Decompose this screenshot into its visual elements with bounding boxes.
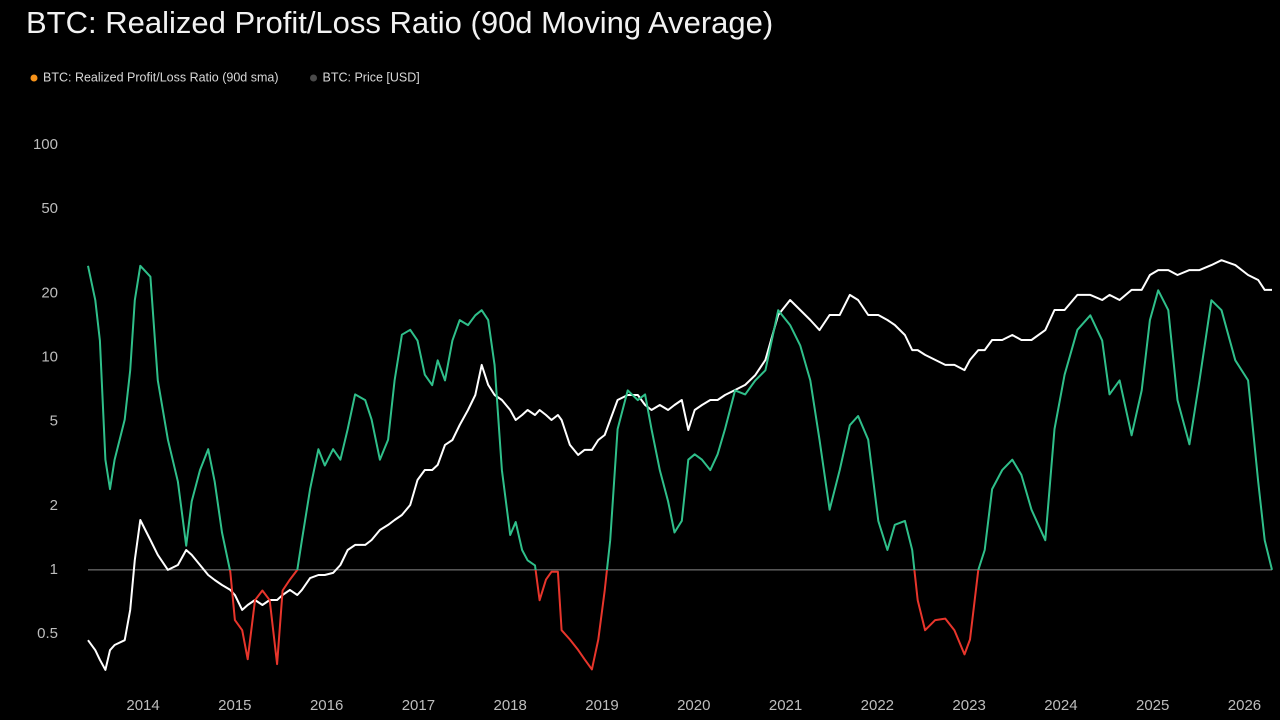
y-tick-label: 2 — [50, 497, 58, 514]
y-tick-label: 5 — [50, 412, 58, 429]
price-line — [87, 259, 1272, 671]
legend-marker — [30, 74, 38, 82]
y-tick-label: 100 — [33, 136, 58, 153]
x-tick-label: 2014 — [126, 697, 159, 714]
y-tick-label: 1 — [50, 561, 58, 578]
legend-label: BTC: Realized Profit/Loss Ratio (90d sma… — [43, 70, 279, 84]
x-tick-label: 2018 — [494, 697, 527, 714]
legend-marker — [310, 74, 318, 82]
x-tick-label: 2023 — [952, 697, 985, 714]
x-tick-label: 2019 — [585, 697, 618, 714]
axes: 100 50 20 10 5 2 1 0.5 2014 2015 2016 2017 2018 2019 2… — [33, 136, 1272, 714]
x-tick-label: 2020 — [677, 697, 710, 714]
y-tick-label: 20 — [41, 284, 58, 301]
ratio-line — [87, 264, 1273, 671]
x-tick-label: 2016 — [310, 697, 343, 714]
x-tick-label: 2017 — [402, 697, 435, 714]
y-tick-label: 0.5 — [37, 625, 58, 642]
x-tick-label: 2015 — [218, 697, 251, 714]
x-tick-label: 2022 — [861, 697, 894, 714]
x-tick-label: 2026 — [1228, 697, 1261, 714]
y-tick-label: 10 — [41, 348, 58, 365]
chart-title: BTC: Realized Profit/Loss Ratio (90d Mov… — [26, 5, 773, 40]
x-tick-label: 2021 — [769, 697, 802, 714]
legend-label: BTC: Price [USD] — [323, 70, 420, 84]
plot-area — [87, 259, 1273, 671]
y-tick-label: 50 — [41, 200, 58, 217]
legend: BTC: Realized Profit/Loss Ratio (90d sma… — [30, 70, 420, 84]
x-tick-label: 2025 — [1136, 697, 1169, 714]
x-tick-label: 2024 — [1044, 697, 1077, 714]
